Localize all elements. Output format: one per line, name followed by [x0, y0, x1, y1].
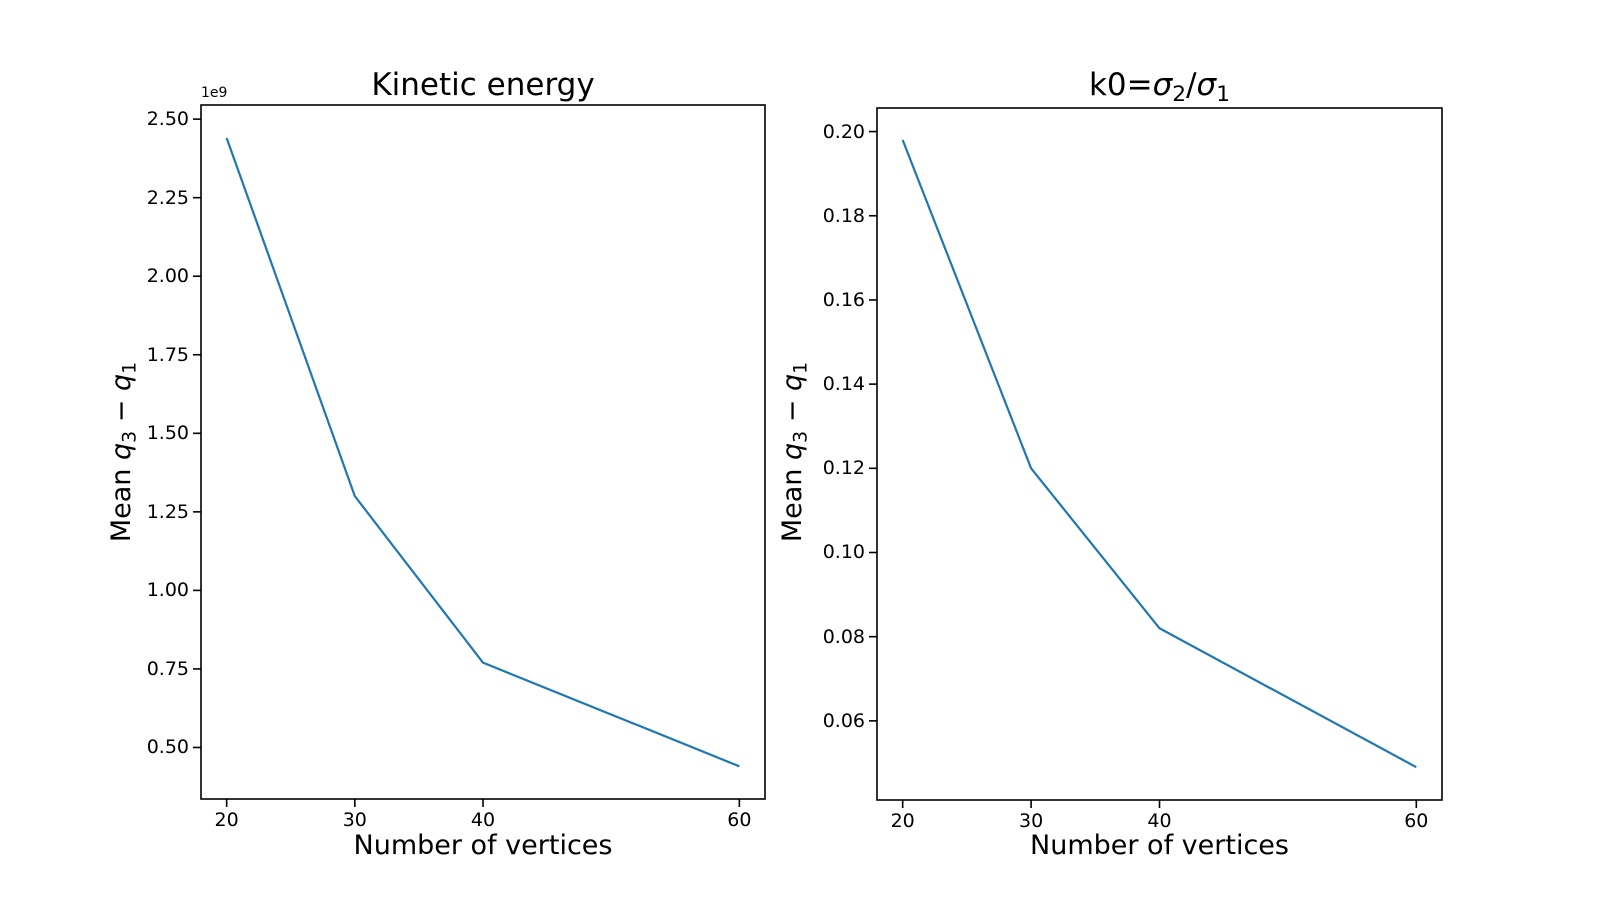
y-tick-label: 1.00 — [146, 579, 189, 602]
x-tick-label: 40 — [1147, 810, 1172, 832]
x-tick-label: 40 — [470, 809, 496, 831]
chart-title: k0=σ2/σ1 — [1088, 67, 1231, 108]
x-tick-label: 60 — [727, 809, 752, 831]
y-tick-label: 1.50 — [146, 422, 189, 445]
chart-title: Kinetic energy — [201, 68, 765, 102]
y-tick-label: 0.12 — [822, 457, 865, 480]
x-axis-label: Number of vertices — [1030, 830, 1289, 861]
plot-frame — [200, 104, 766, 800]
y-tick-label: 0.16 — [822, 288, 865, 311]
y-tick-label: 0.10 — [822, 541, 865, 564]
x-tick-label: 20 — [214, 809, 239, 831]
chart-title-text: Kinetic energy — [371, 67, 595, 103]
x-tick-label: 20 — [890, 810, 915, 832]
y-tick-label: 0.08 — [822, 625, 865, 648]
y-tick-label: 2.25 — [146, 186, 189, 209]
y-tick-label: 1.25 — [146, 500, 189, 523]
y-axis-offset-label: 1e9 — [201, 85, 228, 101]
y-tick-label: 1.75 — [146, 343, 189, 366]
x-axis-label: Number of vertices — [353, 830, 613, 861]
y-tick-label: 0.14 — [822, 373, 865, 396]
plot-frame — [876, 107, 1443, 801]
y-tick-label: 0.18 — [822, 204, 865, 227]
x-tick-label: 30 — [342, 809, 367, 831]
y-tick-label: 2.00 — [146, 265, 189, 288]
y-tick-label: 0.06 — [822, 709, 865, 732]
x-tick-label: 30 — [1018, 810, 1044, 832]
data-line — [225, 137, 740, 768]
y-tick-label: 0.75 — [146, 657, 189, 680]
y-tick-label: 0.20 — [822, 120, 865, 143]
data-line — [901, 139, 1417, 769]
y-tick-label: 2.50 — [146, 108, 189, 131]
y-tick-label: 0.50 — [146, 736, 189, 759]
x-tick-label: 60 — [1404, 810, 1429, 832]
